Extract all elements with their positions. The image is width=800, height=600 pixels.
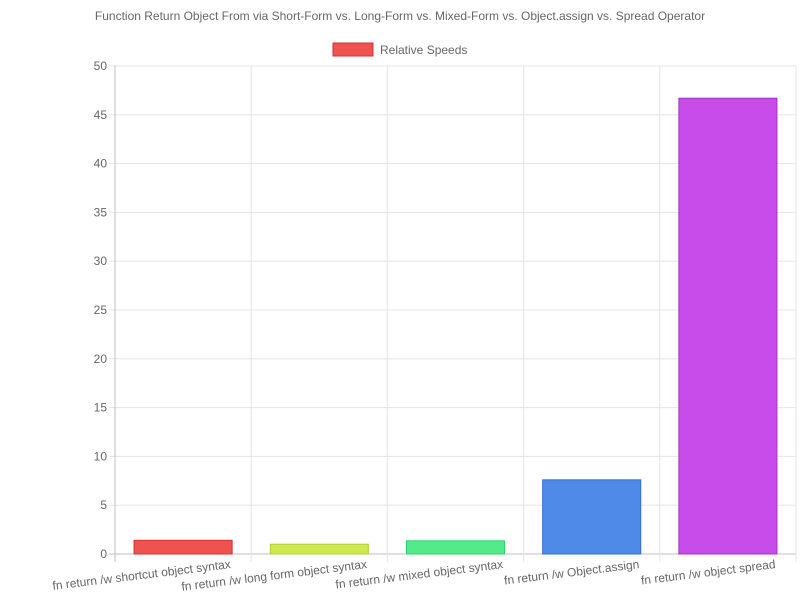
y-tick-label: 35 (94, 205, 108, 219)
bar[interactable] (133, 539, 233, 555)
y-tick-label: 10 (94, 449, 108, 463)
chart-title: Function Return Object From via Short-Fo… (95, 9, 705, 23)
bar[interactable] (542, 479, 642, 555)
y-tick-label: 45 (94, 108, 108, 122)
x-tick-label: fn return /w object spread (640, 557, 776, 587)
y-tick-label: 25 (94, 303, 108, 317)
bars (133, 97, 778, 555)
bar[interactable] (269, 543, 369, 555)
y-tick-label: 0 (100, 547, 107, 561)
y-tick-label: 50 (94, 59, 108, 73)
legend[interactable]: Relative Speeds (332, 42, 467, 57)
bar[interactable] (405, 540, 506, 555)
legend-swatch[interactable] (332, 42, 374, 57)
grid (109, 65, 797, 562)
y-axis-ticks: 0 5 10 15 20 25 30 35 40 45 50 (94, 59, 108, 561)
y-tick-label: 5 (100, 498, 107, 512)
bar[interactable] (678, 97, 778, 555)
y-tick-label: 15 (94, 401, 108, 415)
legend-label[interactable]: Relative Speeds (380, 43, 467, 57)
y-tick-label: 20 (94, 352, 108, 366)
y-tick-label: 40 (94, 157, 108, 171)
y-tick-label: 30 (94, 254, 108, 268)
